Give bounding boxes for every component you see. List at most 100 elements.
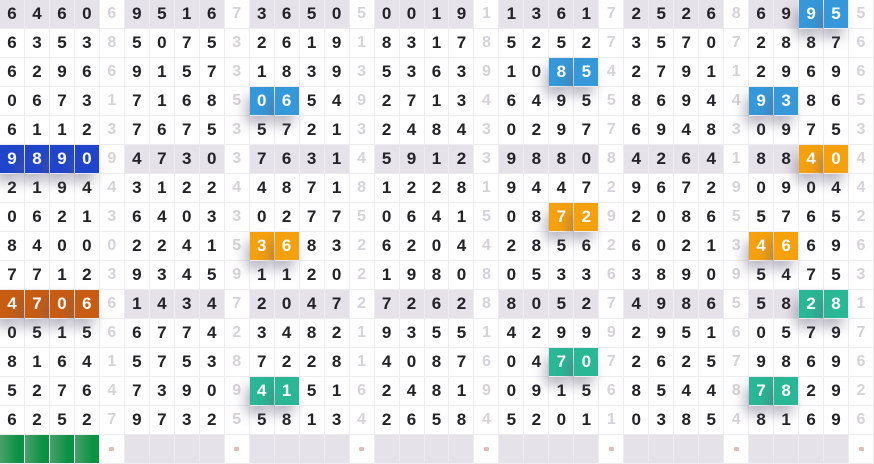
- separator-cell: 5: [224, 406, 250, 435]
- digit-cell: 0: [499, 116, 525, 145]
- digit-cell: 7: [549, 348, 575, 377]
- digit-cell: 5: [549, 29, 575, 58]
- digit-cell: 5: [649, 377, 675, 406]
- digit-cell: 7: [799, 116, 825, 145]
- digit-cell: 8: [774, 290, 800, 319]
- digit-cell: 9: [824, 377, 850, 406]
- digit-cell: 0: [74, 232, 100, 261]
- digit-cell: 4: [424, 203, 450, 232]
- digit-cell: 2: [499, 232, 525, 261]
- separator-cell: 2: [849, 377, 874, 406]
- digit-cell: 0: [699, 261, 725, 290]
- digit-cell: 9: [649, 290, 675, 319]
- digit-cell: 2: [799, 377, 825, 406]
- digit-cell: 9: [399, 261, 425, 290]
- separator-cell: 7: [99, 406, 125, 435]
- digit-cell: 9: [124, 58, 150, 87]
- summary-empty-cell: [524, 435, 550, 464]
- digit-cell: 4: [624, 290, 650, 319]
- digit-cell: 1: [424, 87, 450, 116]
- digit-cell: 6: [49, 0, 75, 29]
- digit-cell: 8: [274, 406, 300, 435]
- digit-cell: 5: [424, 406, 450, 435]
- digit-cell: 6: [424, 58, 450, 87]
- digit-cell: 8: [499, 290, 525, 319]
- digit-cell: 3: [774, 87, 800, 116]
- digit-cell: 7: [274, 116, 300, 145]
- digit-cell: 0: [199, 145, 225, 174]
- digit-cell: 9: [574, 319, 600, 348]
- digit-cell: 4: [824, 174, 850, 203]
- digit-cell: 3: [174, 406, 200, 435]
- digit-cell: 1: [249, 261, 275, 290]
- digit-cell: 5: [424, 319, 450, 348]
- separator-cell: 4: [474, 87, 500, 116]
- digit-cell: 3: [399, 319, 425, 348]
- separator-cell: 3: [224, 203, 250, 232]
- digit-cell: 5: [299, 377, 325, 406]
- digit-cell: 2: [0, 174, 25, 203]
- separator-cell: 9: [724, 174, 750, 203]
- separator-cell: 2: [599, 174, 625, 203]
- digit-cell: 9: [49, 174, 75, 203]
- digit-cell: 0: [174, 203, 200, 232]
- digit-cell: 9: [774, 116, 800, 145]
- digit-cell: 2: [399, 290, 425, 319]
- digit-cell: 3: [324, 406, 350, 435]
- summary-separator-cell: [474, 435, 500, 464]
- separator-cell: 8: [724, 377, 750, 406]
- separator-cell: 4: [599, 58, 625, 87]
- digit-cell: 8: [0, 348, 25, 377]
- summary-empty-cell: [174, 435, 200, 464]
- digit-cell: 8: [199, 87, 225, 116]
- digit-cell: 0: [649, 232, 675, 261]
- digit-cell: 3: [624, 29, 650, 58]
- digit-cell: 4: [24, 232, 50, 261]
- digit-cell: 2: [624, 348, 650, 377]
- digit-cell: 3: [449, 87, 475, 116]
- digit-cell: 0: [499, 203, 525, 232]
- digit-cell: 7: [774, 203, 800, 232]
- digit-cell: 8: [774, 145, 800, 174]
- separator-cell: 2: [349, 261, 375, 290]
- separator-cell: 3: [724, 116, 750, 145]
- digit-cell: 8: [674, 203, 700, 232]
- separator-cell: 7: [599, 0, 625, 29]
- digit-cell: 2: [449, 145, 475, 174]
- digit-cell: 0: [199, 377, 225, 406]
- digit-cell: 2: [624, 0, 650, 29]
- digit-cell: 7: [324, 203, 350, 232]
- digit-cell: 1: [699, 58, 725, 87]
- digit-cell: 1: [49, 319, 75, 348]
- separator-cell: 9: [224, 377, 250, 406]
- digit-cell: 6: [699, 0, 725, 29]
- digit-cell: 6: [624, 232, 650, 261]
- digit-cell: 4: [174, 261, 200, 290]
- digit-cell: 5: [174, 58, 200, 87]
- digit-cell: 5: [149, 0, 175, 29]
- separator-cell: 1: [349, 348, 375, 377]
- digit-cell: 5: [824, 116, 850, 145]
- separator-cell: 3: [224, 29, 250, 58]
- digit-cell: 9: [824, 58, 850, 87]
- digit-cell: 3: [399, 29, 425, 58]
- separator-cell: 5: [474, 203, 500, 232]
- digit-cell: 8: [524, 145, 550, 174]
- digit-cell: 6: [649, 348, 675, 377]
- summary-empty-cell: [399, 435, 425, 464]
- digit-cell: 8: [549, 58, 575, 87]
- separator-cell: 1: [99, 348, 125, 377]
- digit-cell: 0: [649, 203, 675, 232]
- digit-cell: 2: [524, 29, 550, 58]
- digit-cell: 5: [124, 348, 150, 377]
- separator-cell: 5: [349, 0, 375, 29]
- separator-cell: 3: [849, 261, 874, 290]
- digit-cell: 4: [249, 377, 275, 406]
- digit-cell: 7: [249, 145, 275, 174]
- digit-cell: 4: [124, 145, 150, 174]
- digit-cell: 4: [24, 0, 50, 29]
- separator-cell: 6: [849, 406, 874, 435]
- digit-cell: 1: [149, 58, 175, 87]
- digit-cell: 2: [124, 232, 150, 261]
- separator-cell: 6: [849, 232, 874, 261]
